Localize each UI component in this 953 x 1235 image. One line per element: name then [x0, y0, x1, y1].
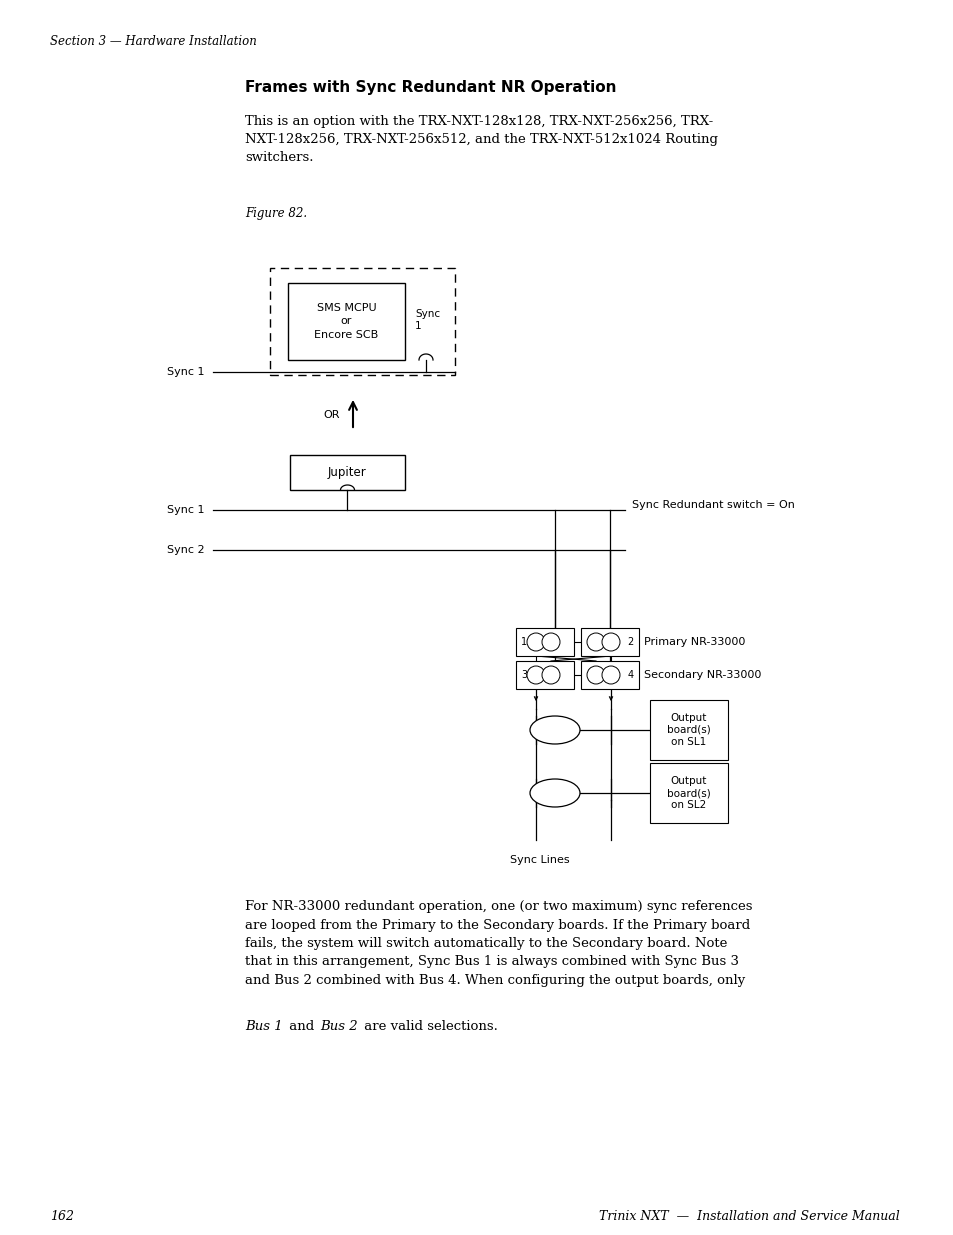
Circle shape — [541, 666, 559, 684]
Text: Sync 1: Sync 1 — [168, 367, 205, 377]
Text: Output
board(s)
on SL2: Output board(s) on SL2 — [666, 776, 710, 810]
Text: Sync 2: Sync 2 — [167, 545, 205, 555]
Text: Jupiter: Jupiter — [328, 466, 367, 479]
Bar — [580, 661, 639, 689]
Text: and: and — [285, 1020, 318, 1032]
Text: Frames with Sync Redundant NR Operation: Frames with Sync Redundant NR Operation — [245, 80, 616, 95]
Bar — [516, 629, 574, 656]
Text: Sync Lines: Sync Lines — [510, 855, 569, 864]
Text: 3: 3 — [520, 671, 527, 680]
Bar — [270, 268, 455, 375]
Bar — [290, 454, 405, 490]
Circle shape — [526, 666, 544, 684]
Ellipse shape — [530, 779, 579, 806]
Bar — [649, 700, 727, 760]
Text: Figure 82.: Figure 82. — [245, 207, 307, 220]
Ellipse shape — [530, 716, 579, 743]
Text: Secondary NR-33000: Secondary NR-33000 — [643, 671, 760, 680]
Text: are valid selections.: are valid selections. — [359, 1020, 497, 1032]
Text: Primary NR-33000: Primary NR-33000 — [643, 637, 744, 647]
Text: Trinix NXT  —  Installation and Service Manual: Trinix NXT — Installation and Service Ma… — [598, 1210, 899, 1223]
Bar — [580, 629, 639, 656]
Text: 4: 4 — [627, 671, 634, 680]
Circle shape — [601, 666, 619, 684]
Text: OR: OR — [323, 410, 339, 420]
Text: SMS MCPU
or
Encore SCB: SMS MCPU or Encore SCB — [314, 304, 378, 340]
Text: 162: 162 — [50, 1210, 74, 1223]
Text: Sync
1: Sync 1 — [415, 309, 439, 331]
Circle shape — [586, 666, 604, 684]
Text: Sync Redundant switch = On: Sync Redundant switch = On — [631, 500, 794, 510]
Circle shape — [526, 634, 544, 651]
Text: This is an option with the TRX-NXT-128x128, TRX-NXT-256x256, TRX-
NXT-128x256, T: This is an option with the TRX-NXT-128x1… — [245, 115, 718, 164]
Text: Output
board(s)
on SL1: Output board(s) on SL1 — [666, 713, 710, 747]
Text: Section 3 — Hardware Installation: Section 3 — Hardware Installation — [50, 35, 256, 48]
Text: For NR-33000 redundant operation, one (or two maximum) sync references
are loope: For NR-33000 redundant operation, one (o… — [245, 900, 752, 987]
Text: Bus 2: Bus 2 — [319, 1020, 357, 1032]
Text: 2: 2 — [627, 637, 634, 647]
Text: 1: 1 — [520, 637, 527, 647]
Circle shape — [586, 634, 604, 651]
Text: Sync 1: Sync 1 — [168, 505, 205, 515]
Circle shape — [601, 634, 619, 651]
Circle shape — [541, 634, 559, 651]
Bar — [649, 763, 727, 823]
Text: Bus 1: Bus 1 — [245, 1020, 282, 1032]
Bar — [288, 283, 405, 359]
Bar — [516, 661, 574, 689]
